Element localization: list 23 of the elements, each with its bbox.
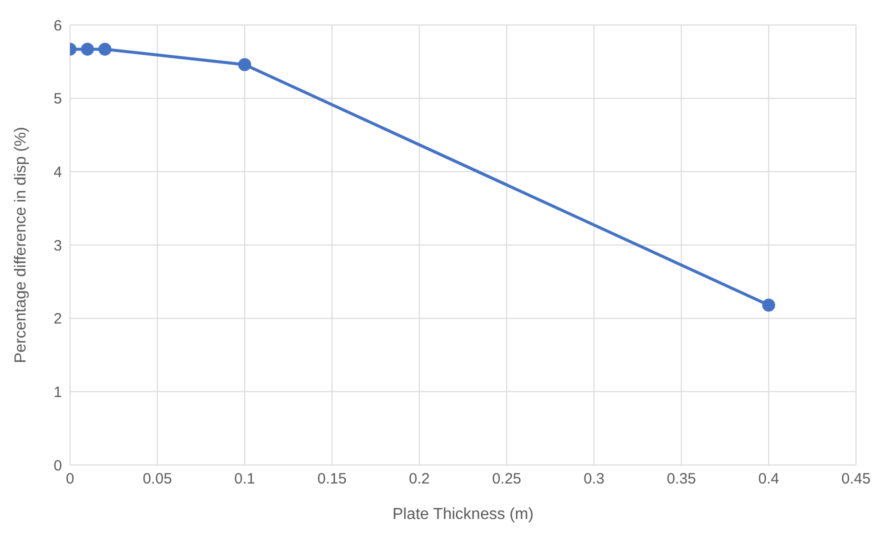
x-tick-label: 0.2 — [408, 470, 430, 488]
y-tick-label: 2 — [54, 310, 62, 328]
x-tick-label: 0.3 — [584, 470, 604, 488]
y-tick-label: 6 — [54, 17, 62, 34]
point — [238, 58, 252, 72]
y-tick-label: 5 — [54, 90, 62, 108]
point — [762, 298, 776, 312]
y-tick-label: 1 — [54, 384, 62, 401]
x-tick-label: 0.25 — [492, 470, 522, 488]
x-tick-label: 0.1 — [234, 470, 256, 488]
y-tick-label: 3 — [54, 237, 62, 254]
x-tick-label: 0 — [66, 470, 74, 488]
x-axis-title: Plate Thickness (m) — [392, 506, 534, 523]
point — [98, 42, 112, 56]
x-tick-label: 0.45 — [841, 470, 871, 488]
y-axis-title: Percentage difference in disp (%) — [12, 126, 30, 364]
x-tick-label: 0.35 — [666, 470, 696, 488]
x-tick-label: 0.15 — [317, 470, 347, 488]
x-tick-label: 0.4 — [758, 470, 780, 488]
y-tick-label: 4 — [54, 164, 62, 181]
x-tick-label: 0.05 — [142, 470, 172, 488]
y-tick-label: 0 — [54, 457, 62, 474]
point — [80, 42, 94, 56]
